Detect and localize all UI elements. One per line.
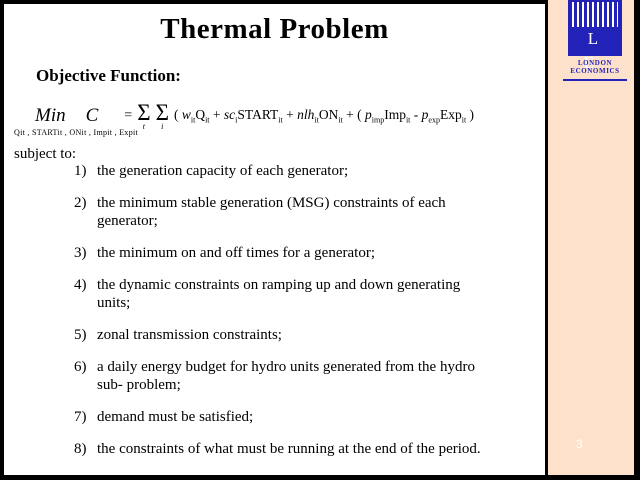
constraint-text: the dynamic constraints on ramping up an… xyxy=(97,277,461,311)
formula-token: + xyxy=(209,107,224,123)
constraint-item: 6) a daily energy budget for hydro units … xyxy=(74,358,544,394)
constraint-item: 1) the generation capacity of each genera… xyxy=(74,162,544,180)
constraint-text: demand must be satisfied; xyxy=(97,409,254,425)
min-decision-variables: Qit , STARTit , ONit , Impit , Expit xyxy=(14,128,139,137)
formula-token: ONit xyxy=(318,107,343,125)
formula-token: ( xyxy=(173,107,182,123)
formula-token: sci xyxy=(223,107,238,125)
constraint-text: the minimum stable generation (MSG) cons… xyxy=(97,195,446,229)
constraint-number: 7) xyxy=(74,409,87,425)
constraint-item: 5) zonal transmission constraints; xyxy=(74,326,544,344)
constraint-number: 1) xyxy=(74,163,87,179)
formula-token: nlhit xyxy=(297,107,319,125)
constraint-number: 4) xyxy=(74,277,87,293)
constraint-text: the generation capacity of each generato… xyxy=(97,163,349,179)
formula-body: ( witQit + sciSTARTit + nlhitONit + ( pi… xyxy=(174,107,474,125)
logo-bars-icon xyxy=(572,2,618,27)
formula-cost-variable: C xyxy=(85,105,99,126)
formula-token: + ( xyxy=(342,107,365,123)
logo-org-line2: ECONOMICS xyxy=(570,67,620,75)
constraints-list: 1) the generation capacity of each genera… xyxy=(74,162,544,472)
constraint-number: 3) xyxy=(74,245,87,261)
objective-function-heading: Objective Function: xyxy=(36,66,181,85)
page-number: 3 xyxy=(576,437,583,451)
formula-token: - xyxy=(410,107,422,123)
slide-title: Thermal Problem xyxy=(160,13,389,45)
constraint-item: 3) the minimum on and off times for a gen… xyxy=(74,244,544,262)
formula-token: ) xyxy=(466,107,475,123)
formula-token: + xyxy=(282,107,298,123)
logo-org-line1: LONDON xyxy=(577,59,613,67)
formula-token: pexp xyxy=(421,107,440,125)
subject-to-label: subject to: xyxy=(14,146,77,162)
logo-letters: L E xyxy=(583,29,611,72)
constraint-item: 4) the dynamic constraints on ramping up … xyxy=(74,276,544,312)
constraint-number: 6) xyxy=(74,359,87,375)
formula-token: Expit xyxy=(439,107,467,125)
formula-equals: = xyxy=(124,108,133,123)
constraint-number: 8) xyxy=(74,441,87,457)
constraint-item: 2) the minimum stable generation (MSG) co… xyxy=(74,194,544,230)
constraint-text: the minimum on and off times for a gener… xyxy=(97,245,375,261)
sidebar: L E LONDON ECONOMICS 3 xyxy=(548,0,634,475)
constraint-number: 5) xyxy=(74,327,87,343)
logo-underline xyxy=(563,79,627,81)
formula-token: pimp xyxy=(365,107,385,125)
constraint-text: zonal transmission constraints; xyxy=(97,327,282,343)
london-economics-logo: L E xyxy=(568,0,622,72)
constraint-text: the constraints of what must be running … xyxy=(97,441,481,457)
slide-main-area: Thermal Problem Objective Function: Min … xyxy=(4,4,545,475)
constraint-text: a daily energy budget for hydro units ge… xyxy=(97,359,475,393)
formula-token: Qit xyxy=(195,107,210,125)
constraint-item: 8) the constraints of what must be runnin… xyxy=(74,440,544,458)
constraint-number: 2) xyxy=(74,195,87,211)
constraint-item: 7) demand must be satisfied; xyxy=(74,408,544,426)
formula-min: Min xyxy=(35,105,66,126)
logo-org-name: LONDON ECONOMICS xyxy=(548,59,640,75)
formula-token: wit xyxy=(181,107,196,125)
formula-token: STARTit xyxy=(237,107,283,125)
formula-token: Impit xyxy=(384,107,411,125)
